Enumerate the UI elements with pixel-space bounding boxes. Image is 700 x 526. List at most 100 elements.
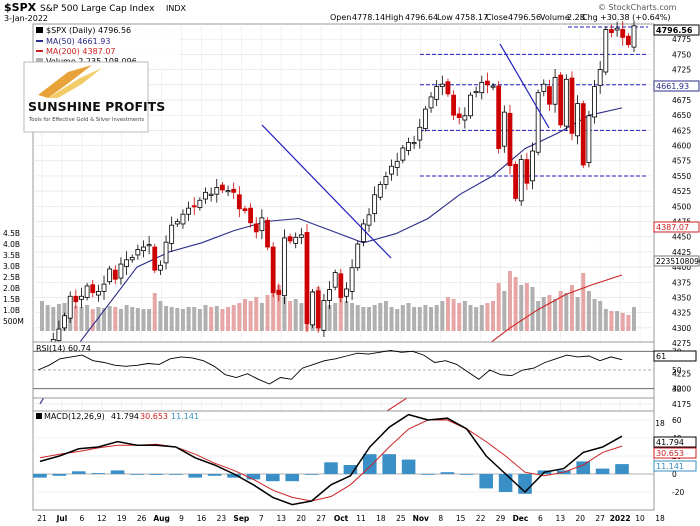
candle-body [180, 213, 186, 225]
volume-bar [169, 307, 174, 331]
macd-histogram-bar [343, 465, 358, 474]
volume-bar [586, 291, 591, 331]
candle-body [321, 300, 327, 331]
volume-bar [102, 308, 107, 331]
date-tick-label: 26 [137, 514, 147, 523]
volume-bar [338, 295, 343, 331]
macd-histogram-bar [324, 462, 338, 474]
candle-body [90, 284, 96, 294]
price-tick-label: 4300 [672, 324, 691, 333]
macd-tick-label: -20 [672, 488, 684, 497]
volume-bar [56, 304, 61, 331]
price-tick-label: 4425 [672, 248, 691, 257]
date-tick-label: 20 [296, 514, 306, 523]
volume-bar [400, 305, 405, 331]
volume-bar [440, 301, 445, 331]
candle-body [174, 221, 180, 225]
date-tick-label: 19 [117, 514, 127, 523]
volume-bar [519, 285, 524, 331]
logo-sun-rays-icon [38, 65, 92, 98]
volume-bar [406, 303, 411, 331]
volume-tick-label: 500M [3, 317, 24, 326]
candle-body [411, 142, 417, 145]
candle-body [304, 232, 310, 325]
value-tags: 4796.56 4661.93 4387.07 2235108096 [653, 24, 700, 267]
candle-body [197, 199, 203, 208]
volume-bar [107, 306, 112, 331]
volume-bar [214, 306, 219, 331]
candle-body [360, 223, 366, 242]
macd-histogram-bar [401, 459, 416, 474]
macd-histogram-bar [498, 474, 513, 492]
candle-body [310, 291, 316, 326]
volume-bar [569, 285, 574, 331]
candle-body [265, 219, 270, 248]
candle-body [152, 246, 158, 271]
volume-bar [541, 297, 546, 331]
volume-bar [265, 295, 270, 331]
candle-body [456, 113, 462, 118]
date-tick-label: Dec [513, 514, 529, 523]
header-high-label: High [385, 13, 403, 22]
candle-body [366, 214, 372, 226]
candle-body [501, 111, 507, 147]
volume-tag [653, 255, 700, 267]
ma200-tag-text: 4387.07 [656, 223, 689, 232]
legend-volume-swatch [36, 58, 43, 64]
volume-bar [344, 301, 349, 331]
candle-body [270, 246, 276, 294]
date-tick-label: Sep [233, 514, 249, 523]
volume-bar [333, 303, 338, 331]
date-tick-label: 20 [575, 514, 585, 523]
volume-bar [180, 309, 185, 331]
macd-histogram-bar [72, 471, 86, 474]
candle-body [377, 184, 383, 198]
price-tick-label: 4175 [672, 400, 691, 409]
volume-bar [271, 291, 276, 331]
price-tick-label: 4525 [672, 187, 691, 196]
price-tick-label: 4750 [672, 50, 691, 59]
volume-bar [220, 309, 225, 331]
price-tick-label: 4225 [672, 369, 691, 378]
candle-body [203, 191, 208, 200]
candle-body [603, 29, 609, 73]
date-tick-label: 15 [456, 514, 466, 523]
header-high: 4796.64 [405, 13, 438, 22]
candle-body [73, 295, 79, 303]
macd-histogram-bar [304, 474, 319, 475]
volume-bar [327, 305, 332, 331]
volume-bar [203, 305, 208, 331]
volume-tick-label: 1.5B [3, 295, 20, 304]
legend-ma50: MA(50) 4661.93 [46, 37, 110, 46]
candle-body [141, 246, 146, 252]
volume-tick-label: 3.0B [3, 262, 20, 271]
date-tick-label: 27 [595, 514, 605, 523]
candle-body [242, 208, 248, 211]
price-tick-label: 4275 [672, 339, 691, 348]
volume-bar [524, 283, 529, 331]
date-tick-label: 9 [179, 514, 184, 523]
volume-bar [620, 313, 625, 331]
candle-body [451, 94, 456, 116]
macd-histogram-bar [207, 474, 222, 476]
legend-price-swatch [36, 27, 43, 33]
candle-body [135, 249, 141, 256]
candle-body [631, 25, 637, 48]
header-open-label: Open [330, 13, 351, 22]
volume-bar [603, 309, 608, 331]
volume-bar [502, 291, 507, 331]
logo-name: SUNSHINE PROFITS [28, 99, 165, 114]
price-tick-label: 4325 [672, 309, 691, 318]
macd-histogram-bar [227, 474, 241, 478]
header-chg-label: Chg [582, 13, 598, 22]
macd-tag [653, 436, 697, 448]
ma50-line [39, 107, 623, 405]
legend-ma200: MA(200) 4387.07 [46, 47, 116, 56]
macd-histogram-bar [52, 474, 67, 476]
volume-bar [124, 305, 129, 331]
volume-bar [288, 301, 293, 331]
logo-tagline: Tools for Effective Gold & Silver Invest… [28, 117, 144, 123]
price-tick-label: 4450 [672, 233, 691, 242]
volume-bar [553, 299, 558, 331]
